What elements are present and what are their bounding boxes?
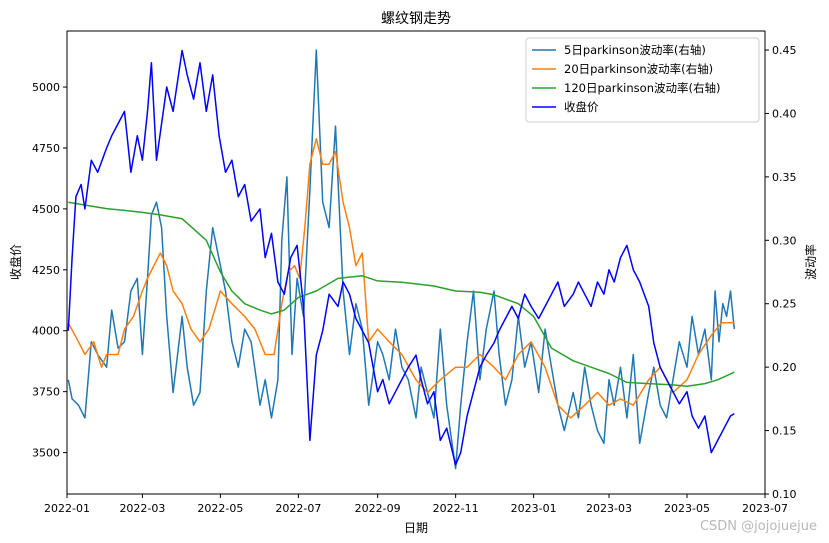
y-right-tick-label: 0.25 bbox=[772, 298, 797, 311]
y-left-axis: 3500 3750 4000 4250 4500 4750 5000 bbox=[32, 81, 67, 460]
x-tick-label: 2022-03 bbox=[119, 502, 165, 515]
y-right-tick-label: 0.15 bbox=[772, 425, 797, 438]
series-line-1 bbox=[67, 49, 736, 470]
x-tick-label: 2023-07 bbox=[742, 502, 788, 515]
legend-label: 5日parkinson波动率(右轴) bbox=[564, 43, 706, 57]
x-tick-label: 2023-01 bbox=[511, 502, 557, 515]
legend-label: 收盘价 bbox=[564, 100, 599, 114]
legend: 5日parkinson波动率(右轴) 20日parkinson波动率(右轴) 120… bbox=[525, 37, 760, 123]
y-right-tick-label: 0.35 bbox=[772, 171, 797, 184]
x-tick-label: 2022-11 bbox=[433, 502, 479, 515]
x-axis-label: 日期 bbox=[404, 521, 428, 535]
y-left-tick-label: 4500 bbox=[32, 203, 60, 216]
x-tick-label: 2023-05 bbox=[664, 502, 710, 515]
x-tick-label: 2022-09 bbox=[355, 502, 401, 515]
legend-label: 120日parkinson波动率(右轴) bbox=[564, 81, 720, 95]
series-line-3 bbox=[68, 201, 735, 387]
y-right-tick-label: 0.40 bbox=[772, 107, 797, 120]
y-left-tick-label: 3750 bbox=[32, 386, 60, 399]
x-tick-label: 2022-05 bbox=[197, 502, 243, 515]
x-tick-label: 2022-07 bbox=[275, 502, 321, 515]
legend-box bbox=[525, 37, 760, 123]
y-right-tick-label: 0.20 bbox=[772, 361, 797, 374]
y-left-axis-label: 收盘价 bbox=[8, 244, 23, 280]
y-right-axis: 0.10 0.15 0.20 0.25 0.30 0.35 0.40 0.45 bbox=[765, 44, 797, 501]
series-line-2 bbox=[67, 138, 735, 419]
y-right-axis-label: 波动率 bbox=[803, 244, 818, 280]
series-line-4 bbox=[67, 49, 735, 466]
y-left-tick-label: 3500 bbox=[32, 447, 60, 460]
x-axis: 2022-01 2022-03 2022-05 2022-07 2022-09 2022-… bbox=[44, 494, 788, 515]
y-left-tick-label: 5000 bbox=[32, 81, 60, 94]
x-tick-label: 2023-03 bbox=[586, 502, 632, 515]
watermark: CSDN @jojojuejue bbox=[699, 519, 817, 534]
y-left-tick-label: 4250 bbox=[32, 264, 60, 277]
y-right-tick-label: 0.10 bbox=[772, 488, 797, 501]
chart-title: 螺纹钢走势 bbox=[381, 11, 451, 27]
y-right-tick-label: 0.45 bbox=[772, 44, 797, 57]
y-right-tick-label: 0.30 bbox=[772, 234, 797, 247]
x-tick-label: 2022-01 bbox=[44, 502, 90, 515]
series-layer bbox=[67, 49, 736, 470]
y-left-tick-label: 4000 bbox=[32, 325, 60, 338]
y-left-tick-label: 4750 bbox=[32, 142, 60, 155]
legend-label: 20日parkinson波动率(右轴) bbox=[564, 62, 713, 76]
plot-frame bbox=[66, 30, 766, 495]
